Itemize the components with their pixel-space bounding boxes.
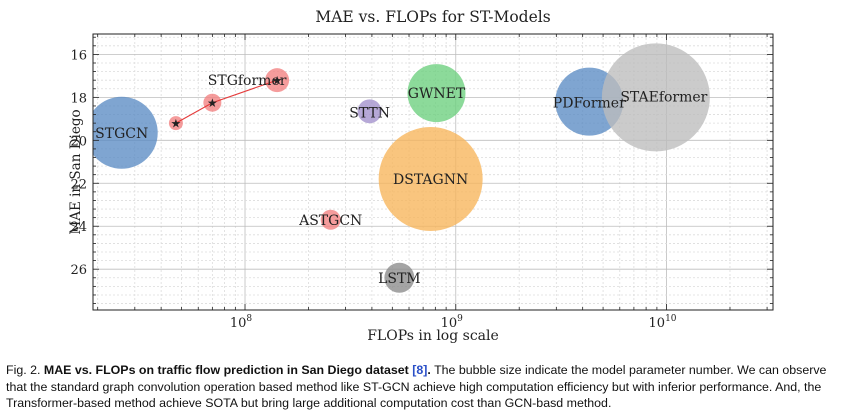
bubble-gwnet [407,64,466,123]
star-marker: ★ [272,74,283,88]
star-marker: ★ [171,117,182,131]
bubbles [93,43,710,293]
bubble-label-dstagnn: DSTAGNN [393,172,468,188]
stgformer-line [175,79,278,124]
caption-citation-link[interactable]: [8] [412,363,428,377]
chart-title: MAE vs. FLOPs for ST-Models [315,8,550,26]
scatter-chart: MAE vs. FLOPs for ST-Models ★★★ STGCNSTG… [68,8,774,344]
y-tick-label: 16 [70,48,87,63]
bubble-label-sttn: STTN [349,105,390,121]
bubble-label-gwnet: GWNET [408,86,466,102]
caption-bold-period: . [427,363,431,377]
chart-figure: MAE vs. FLOPs for ST-Models ★ ★ ★ STGCN STG… [68,8,774,344]
bubble-dstagnn [378,126,483,231]
y-tick-label: 18 [70,91,87,106]
bubble-label-staeformer: STAEformer [620,89,707,105]
y-axis-label: MAE in San Diego [68,109,84,234]
caption-bold-text: MAE vs. FLOPs on traffic flow prediction… [43,363,409,377]
bubble-lstm [384,262,415,293]
caption-label: Fig. 2. [6,363,41,377]
bubble-sttn [357,99,382,124]
bubble-astgcn [320,209,341,230]
plot-frame [92,33,774,311]
y-tick-label: 20 [70,134,87,149]
bubble-label-stgformer: STGformer [208,73,287,89]
bubble-stgcn [93,96,158,169]
y-tick-label: 24 [70,220,87,235]
bubble-label-lstm: LSTM [378,271,421,287]
figure-caption: Fig. 2. MAE vs. FLOPs on traffic flow pr… [6,362,840,412]
bubble-label-astgcn: ASTGCN [298,213,362,229]
caption-body: The bubble size indicate the model param… [6,363,827,410]
x-tick-label: 108 [230,314,253,331]
y-tick-label: 22 [70,177,87,192]
bubble-staeformer [601,43,710,152]
x-axis-label: FLOPs in log scale [367,328,499,344]
x-tick-label: 1010 [649,314,677,331]
stgformer-line-series: ★ ★ ★ [168,74,283,131]
y-tick-label: 26 [70,263,87,278]
star-marker: ★ [207,96,218,110]
bubble-label-stgcn: STGCN [95,126,148,142]
bubble-labels: STGCN STGformer STTN GWNET DSTAGNN ASTGCN LSTM… [95,73,708,287]
bubble-label-pdformer: PDFormer [553,96,626,112]
